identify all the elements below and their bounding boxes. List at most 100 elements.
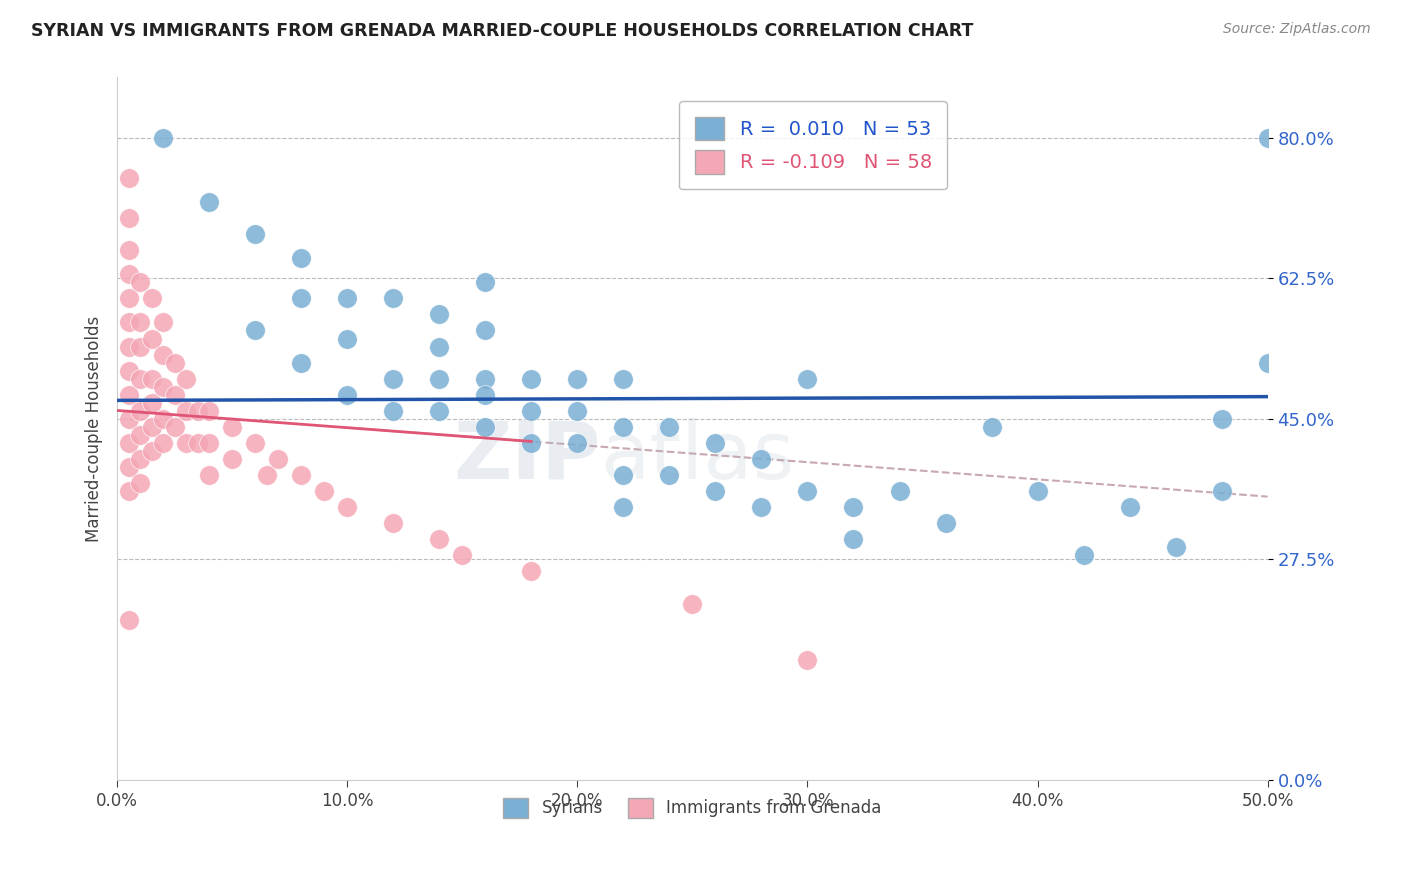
Point bbox=[382, 404, 405, 418]
Text: atlas: atlas bbox=[600, 418, 794, 496]
Point bbox=[118, 243, 141, 257]
Point bbox=[474, 372, 496, 386]
Point bbox=[314, 484, 336, 499]
Point bbox=[141, 331, 163, 345]
Point bbox=[427, 372, 450, 386]
Point bbox=[842, 500, 865, 515]
Point bbox=[382, 372, 405, 386]
Point bbox=[267, 452, 290, 467]
Point bbox=[187, 436, 209, 450]
Point bbox=[612, 420, 634, 434]
Text: Source: ZipAtlas.com: Source: ZipAtlas.com bbox=[1223, 22, 1371, 37]
Point bbox=[889, 484, 911, 499]
Point bbox=[221, 420, 243, 434]
Point bbox=[129, 275, 152, 289]
Point bbox=[163, 388, 186, 402]
Point bbox=[336, 388, 359, 402]
Point bbox=[198, 404, 221, 418]
Point bbox=[681, 597, 703, 611]
Point bbox=[704, 436, 727, 450]
Point bbox=[796, 484, 818, 499]
Point bbox=[118, 412, 141, 426]
Point bbox=[704, 484, 727, 499]
Point bbox=[129, 476, 152, 491]
Point bbox=[567, 404, 589, 418]
Point bbox=[129, 428, 152, 442]
Point bbox=[187, 404, 209, 418]
Point bbox=[118, 291, 141, 305]
Point bbox=[658, 468, 681, 483]
Point bbox=[1257, 130, 1279, 145]
Point bbox=[336, 291, 359, 305]
Point bbox=[427, 339, 450, 353]
Point bbox=[612, 372, 634, 386]
Point bbox=[118, 315, 141, 329]
Point bbox=[118, 436, 141, 450]
Point bbox=[290, 251, 312, 265]
Point bbox=[520, 372, 543, 386]
Point bbox=[520, 404, 543, 418]
Point bbox=[141, 372, 163, 386]
Point bbox=[245, 227, 267, 241]
Point bbox=[118, 484, 141, 499]
Point bbox=[612, 500, 634, 515]
Point bbox=[474, 388, 496, 402]
Point bbox=[129, 452, 152, 467]
Point bbox=[427, 404, 450, 418]
Point bbox=[336, 500, 359, 515]
Point bbox=[751, 452, 773, 467]
Point bbox=[256, 468, 278, 483]
Point bbox=[174, 436, 197, 450]
Legend: Syrians, Immigrants from Grenada: Syrians, Immigrants from Grenada bbox=[496, 791, 889, 825]
Point bbox=[174, 404, 197, 418]
Point bbox=[980, 420, 1002, 434]
Point bbox=[141, 444, 163, 458]
Point bbox=[163, 420, 186, 434]
Point bbox=[198, 194, 221, 209]
Point bbox=[290, 356, 312, 370]
Point bbox=[152, 130, 174, 145]
Text: SYRIAN VS IMMIGRANTS FROM GRENADA MARRIED-COUPLE HOUSEHOLDS CORRELATION CHART: SYRIAN VS IMMIGRANTS FROM GRENADA MARRIE… bbox=[31, 22, 973, 40]
Point bbox=[245, 436, 267, 450]
Text: ZIP: ZIP bbox=[453, 418, 600, 496]
Point bbox=[290, 291, 312, 305]
Point bbox=[658, 420, 681, 434]
Point bbox=[1211, 484, 1233, 499]
Point bbox=[152, 315, 174, 329]
Point bbox=[796, 372, 818, 386]
Point bbox=[474, 420, 496, 434]
Point bbox=[796, 653, 818, 667]
Point bbox=[198, 468, 221, 483]
Point bbox=[382, 291, 405, 305]
Point bbox=[934, 516, 956, 531]
Point bbox=[1026, 484, 1049, 499]
Point bbox=[141, 291, 163, 305]
Point bbox=[129, 315, 152, 329]
Point bbox=[451, 549, 474, 563]
Point bbox=[520, 436, 543, 450]
Point bbox=[1118, 500, 1140, 515]
Point bbox=[245, 323, 267, 337]
Point bbox=[1211, 412, 1233, 426]
Point bbox=[474, 323, 496, 337]
Point bbox=[198, 436, 221, 450]
Point bbox=[221, 452, 243, 467]
Point bbox=[1257, 356, 1279, 370]
Point bbox=[152, 436, 174, 450]
Point bbox=[612, 468, 634, 483]
Point bbox=[118, 460, 141, 475]
Point bbox=[141, 396, 163, 410]
Point bbox=[567, 436, 589, 450]
Point bbox=[1073, 549, 1095, 563]
Point bbox=[118, 170, 141, 185]
Point bbox=[129, 404, 152, 418]
Point bbox=[474, 275, 496, 289]
Point bbox=[152, 380, 174, 394]
Point bbox=[567, 372, 589, 386]
Point bbox=[118, 613, 141, 627]
Point bbox=[427, 307, 450, 321]
Point bbox=[118, 211, 141, 225]
Point bbox=[129, 339, 152, 353]
Point bbox=[290, 468, 312, 483]
Point bbox=[152, 347, 174, 361]
